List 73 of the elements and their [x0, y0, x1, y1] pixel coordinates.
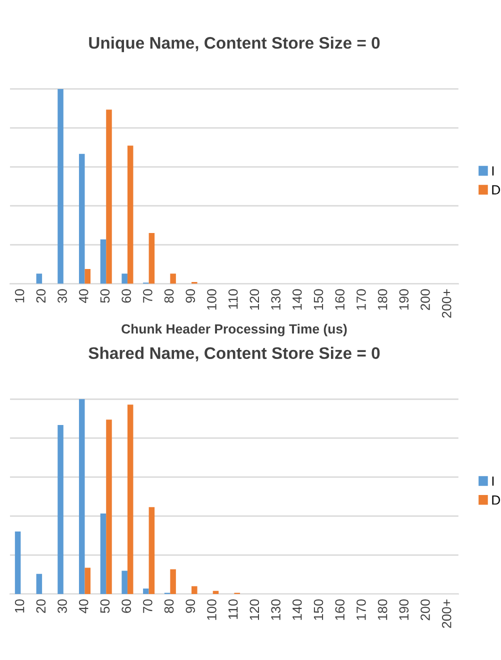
bar	[127, 404, 134, 594]
x-tick-label: 70	[143, 289, 152, 303]
x-tick-label: 200+	[442, 600, 452, 628]
bar	[58, 425, 64, 594]
x-tick-label: 30	[58, 289, 67, 303]
bar	[122, 570, 128, 594]
x-tick-label: 140	[292, 599, 302, 620]
bar	[78, 154, 85, 284]
x-tick-label: 80	[164, 289, 174, 303]
x-tick-label: 70	[143, 599, 152, 613]
x-tick-label: 130	[271, 599, 280, 620]
x-tick-label: 60	[122, 289, 131, 303]
bar	[143, 588, 149, 594]
x-tick-label: 50	[100, 289, 110, 303]
bar	[212, 590, 219, 594]
bar	[170, 274, 176, 284]
legend-label: D	[492, 185, 500, 194]
bar	[78, 399, 85, 594]
bar	[170, 569, 176, 594]
chart-title: Unique Name, Content Store Size = 0	[89, 36, 380, 52]
x-tick-label: 120	[250, 289, 260, 310]
x-tick-label: 120	[250, 599, 260, 620]
x-tick-label: 160	[335, 599, 345, 620]
x-tick-label: 110	[228, 289, 238, 309]
x-tick-label: 110	[228, 599, 238, 619]
x-tick-label: 200+	[442, 289, 452, 318]
x-tick-label: 90	[186, 289, 196, 303]
bar	[84, 268, 91, 284]
chart-title: Shared Name, Content Store Size = 0	[88, 346, 380, 362]
bar	[127, 146, 134, 284]
legend-label: I	[492, 166, 494, 176]
bar	[148, 507, 155, 594]
bar	[106, 110, 112, 284]
x-tick-label: 80	[164, 599, 174, 613]
bar	[36, 574, 42, 594]
x-tick-label: 10	[14, 289, 24, 302]
x-tick-label: 100	[207, 289, 216, 310]
x-tick-label: 130	[271, 289, 280, 310]
legend-label: D	[492, 495, 500, 505]
legend-label: I	[492, 476, 494, 486]
bar	[106, 420, 112, 594]
x-tick-label: 150	[314, 599, 324, 620]
bar	[148, 232, 155, 284]
x-tick-label: 190	[399, 599, 409, 620]
x-tick-label: 90	[186, 599, 196, 613]
bar	[100, 514, 106, 594]
x-tick-label: 20	[36, 599, 46, 613]
bar	[122, 274, 128, 284]
x-axis-title: Chunk Header Processing Time (us)	[122, 324, 347, 336]
bar	[58, 88, 64, 284]
x-tick-label: 50	[100, 599, 110, 614]
x-tick-label: 20	[36, 289, 46, 303]
x-tick-label: 10	[14, 599, 24, 613]
x-tick-label: 170	[356, 289, 366, 310]
x-tick-label: 160	[335, 289, 345, 310]
x-tick-label: 170	[356, 599, 366, 620]
x-tick-label: 200	[420, 289, 430, 310]
x-tick-label: 200	[420, 599, 430, 620]
x-tick-label: 150	[314, 289, 324, 310]
x-tick-label: 190	[399, 289, 409, 310]
x-tick-label: 30	[58, 599, 67, 614]
x-tick-label: 100	[207, 599, 216, 620]
x-tick-label: 180	[378, 289, 388, 310]
x-tick-label: 180	[378, 599, 388, 620]
x-tick-label: 140	[292, 289, 302, 310]
bar	[14, 531, 21, 594]
x-tick-label: 40	[78, 599, 88, 614]
x-tick-label: 40	[78, 289, 88, 304]
bar	[192, 586, 198, 594]
bar	[36, 274, 42, 284]
bar	[84, 568, 91, 594]
bar	[100, 239, 106, 284]
x-tick-label: 60	[122, 599, 131, 613]
